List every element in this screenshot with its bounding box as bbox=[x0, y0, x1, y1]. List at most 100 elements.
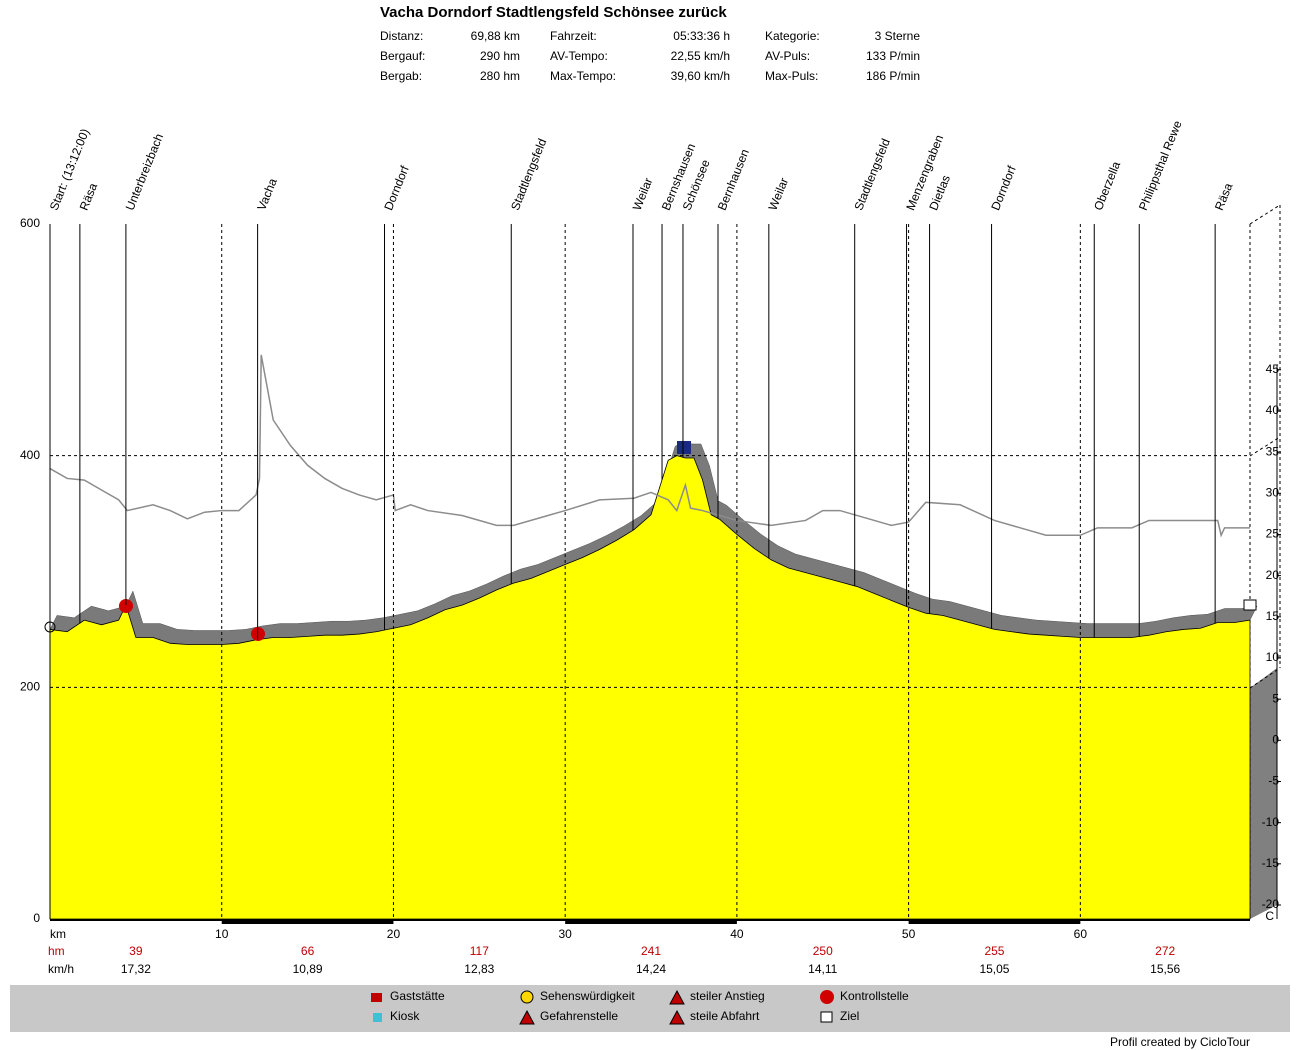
y-tick-label: 400 bbox=[20, 448, 40, 462]
stat-label: Bergauf: bbox=[380, 49, 425, 63]
stat-value: 133 P/min bbox=[866, 49, 920, 63]
y-tick-label: 0 bbox=[33, 911, 40, 925]
chart-title: Vacha Dorndorf Stadtlengsfeld Schönsee z… bbox=[380, 4, 727, 21]
x-tick-label: 40 bbox=[730, 927, 744, 941]
stat-label: Max-Puls: bbox=[765, 69, 818, 83]
y-tick-label: 200 bbox=[20, 680, 40, 694]
summary-speed: 10,89 bbox=[293, 962, 323, 976]
y2-tick-label: 5 bbox=[1272, 691, 1279, 705]
waypoint-label: Dorndorf bbox=[988, 163, 1019, 212]
summary-hm: 39 bbox=[129, 944, 143, 958]
stat-value: 05:33:36 h bbox=[673, 29, 730, 43]
legend-icon bbox=[373, 1013, 382, 1022]
legend-icon bbox=[820, 990, 834, 1004]
finish-icon bbox=[1243, 599, 1257, 611]
waypoint-label: Unterbreizbach bbox=[123, 132, 166, 213]
summary-speed: 17,32 bbox=[121, 962, 151, 976]
waypoint-label: Stadtlengsfeld bbox=[508, 137, 549, 213]
stat-value: 3 Sterne bbox=[875, 29, 921, 43]
legend-label: Kiosk bbox=[390, 1009, 420, 1023]
stat-label: Distanz: bbox=[380, 29, 423, 43]
perspective-lines bbox=[1249, 204, 1281, 919]
legend-label: Gaststätte bbox=[390, 989, 445, 1003]
stat-value: 22,55 km/h bbox=[671, 49, 730, 63]
axis-band bbox=[221, 919, 394, 924]
waypoint-label: Stadtlengsfeld bbox=[851, 137, 892, 213]
x-tick-label: km bbox=[50, 927, 66, 941]
axis-band bbox=[565, 919, 737, 924]
y2-tick-label: 15 bbox=[1266, 609, 1280, 623]
legend-label: Kontrollstelle bbox=[840, 989, 909, 1003]
x-tick-label: 60 bbox=[1074, 927, 1088, 941]
stat-label: Kategorie: bbox=[765, 29, 820, 43]
y2-unit: C bbox=[1265, 909, 1274, 923]
waypoint-label: Dorndorf bbox=[381, 163, 412, 212]
x-tick-label: 20 bbox=[387, 927, 401, 941]
legend-band bbox=[10, 985, 1290, 1032]
legend-icon bbox=[669, 989, 685, 1005]
summary-hm: 272 bbox=[1155, 944, 1175, 958]
legend-icons bbox=[371, 989, 834, 1025]
y2-tick-label: -10 bbox=[1262, 815, 1280, 829]
y2-tick-label: 40 bbox=[1266, 403, 1280, 417]
summary-speed: 14,24 bbox=[636, 962, 666, 976]
y2-tick-label: -15 bbox=[1262, 856, 1280, 870]
y2-tick-label: 25 bbox=[1266, 527, 1280, 541]
y2-tick-label: 35 bbox=[1266, 444, 1280, 458]
legend-icon bbox=[669, 1009, 685, 1025]
waypoint-label: Räsa bbox=[1212, 181, 1236, 213]
stat-value: 290 hm bbox=[480, 49, 520, 63]
legend-icon bbox=[520, 990, 534, 1004]
axis-panel bbox=[1250, 668, 1277, 919]
summary-label: km/h bbox=[48, 962, 74, 976]
summary-hm: 241 bbox=[641, 944, 661, 958]
waypoint-label: Weilar bbox=[630, 176, 656, 213]
data-line bbox=[49, 354, 1250, 538]
x-tick-label: 30 bbox=[558, 927, 572, 941]
stat-label: AV-Tempo: bbox=[550, 49, 608, 63]
summary-label: hm bbox=[48, 944, 65, 958]
stat-value: 39,60 km/h bbox=[671, 69, 730, 83]
summary-hm: 117 bbox=[470, 944, 489, 958]
footer: Profil created by CicloTour bbox=[1110, 1035, 1250, 1049]
perspective-line bbox=[1249, 667, 1281, 689]
stat-value: 186 P/min bbox=[866, 69, 920, 83]
stat-label: Fahrzeit: bbox=[550, 29, 597, 43]
legend-icon bbox=[820, 1011, 833, 1023]
summary-hm: 250 bbox=[813, 944, 833, 958]
waypoint-label: Weilar bbox=[766, 176, 792, 213]
y2-tick-label: 30 bbox=[1266, 485, 1280, 499]
waypoint-label: Vacha bbox=[254, 176, 280, 212]
stat-value: 69,88 km bbox=[471, 29, 520, 43]
waypoint-label: Oberzella bbox=[1091, 159, 1123, 212]
waypoint-label: Räsa bbox=[77, 181, 101, 213]
summary-hm: 255 bbox=[984, 944, 1004, 958]
plot bbox=[49, 354, 1258, 920]
y2-tick-label: 20 bbox=[1266, 568, 1280, 582]
x-tick-label: 50 bbox=[902, 927, 916, 941]
y2-tick-label: -20 bbox=[1262, 897, 1280, 911]
summary-speed: 15,05 bbox=[979, 962, 1009, 976]
legend-icon bbox=[519, 1009, 535, 1025]
legend-label: steile Abfahrt bbox=[690, 1009, 760, 1023]
y-tick-label: 600 bbox=[20, 216, 40, 230]
legend-label: Gefahrenstelle bbox=[540, 1009, 618, 1023]
y2-tick-label: 10 bbox=[1266, 650, 1280, 664]
stat-label: Max-Tempo: bbox=[550, 69, 616, 83]
waypoint-label: Bernhausen bbox=[715, 147, 752, 212]
legend-label: Ziel bbox=[840, 1009, 859, 1023]
y2-tick-label: 0 bbox=[1272, 732, 1279, 746]
summary-speed: 12,83 bbox=[464, 962, 494, 976]
legend-label: Sehenswürdigkeit bbox=[540, 989, 635, 1003]
axis-band bbox=[908, 919, 1081, 924]
x-tick-label: 10 bbox=[215, 927, 229, 941]
stat-label: AV-Puls: bbox=[765, 49, 810, 63]
perspective-line bbox=[1249, 204, 1281, 225]
legend-icon bbox=[371, 993, 382, 1002]
stat-value: 280 hm bbox=[480, 69, 520, 83]
legend-label: steiler Anstieg bbox=[690, 989, 765, 1003]
lake-icon bbox=[677, 441, 691, 454]
y2-tick-label: -5 bbox=[1268, 774, 1279, 788]
stop-icon bbox=[119, 599, 133, 613]
